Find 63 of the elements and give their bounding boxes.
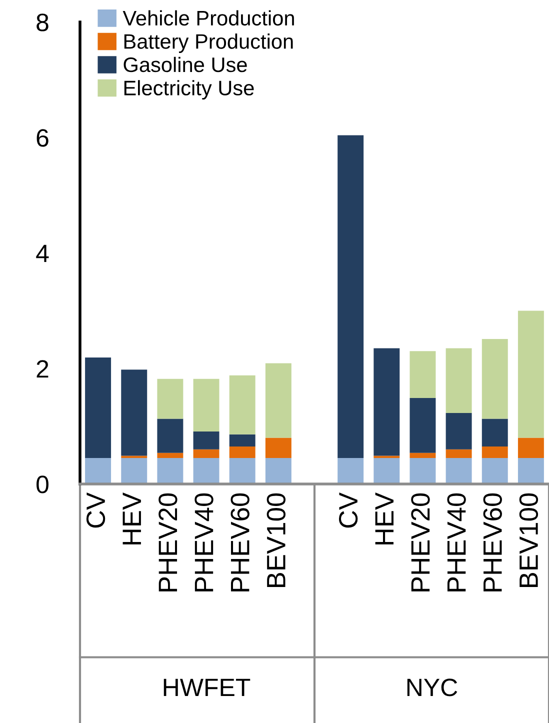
bar (482, 418, 508, 446)
bar (410, 458, 436, 484)
bar (446, 412, 472, 450)
bar (121, 456, 148, 458)
bar (482, 446, 508, 458)
x-tick-label: PHEV40 (194, 493, 214, 592)
bar (482, 458, 508, 484)
x-tick-label: PHEV20 (411, 493, 430, 592)
bar (338, 458, 364, 484)
bar (157, 418, 184, 453)
bar (410, 452, 436, 458)
legend-label: Battery Production (124, 34, 293, 53)
bar (121, 458, 148, 484)
legend-label: Electricity Use (124, 80, 254, 100)
x-tick-label: CV (338, 492, 358, 528)
x-tick-label: PHEV40 (447, 493, 466, 592)
bar (157, 378, 184, 419)
bar (121, 370, 148, 456)
legend-label: Gasoline Use (124, 56, 247, 72)
bar (518, 458, 544, 484)
bar (265, 363, 292, 438)
x-tick-label: PHEV20 (158, 493, 178, 592)
bar (229, 446, 256, 458)
bar (518, 438, 544, 458)
y-tick-label: 4 (36, 244, 49, 262)
legend-label: Vehicle Production (122, 10, 294, 26)
bar (518, 310, 544, 438)
bar (157, 458, 184, 484)
bar (229, 458, 256, 484)
bar (85, 458, 112, 484)
bar (85, 358, 112, 458)
y-tick-label: 2 (36, 360, 48, 378)
y-tick-label: 0 (36, 476, 48, 494)
bar (410, 351, 436, 398)
x-tick-label: HEV (122, 492, 141, 544)
bar (193, 449, 220, 458)
x-tick-label: PHEV60 (483, 493, 502, 592)
x-tick-label: BEV100 (519, 493, 538, 587)
bar (410, 398, 436, 453)
bar (229, 375, 256, 434)
bar (229, 434, 256, 446)
y-tick-label: 6 (36, 129, 48, 147)
bar (157, 452, 184, 458)
bar (193, 431, 220, 450)
bar (265, 458, 292, 484)
x-tick-label: HEV (375, 492, 394, 544)
text: NYC (407, 678, 458, 696)
x-tick-label: CV (86, 492, 106, 528)
bar (374, 456, 400, 458)
bar (265, 438, 292, 458)
bar (338, 135, 364, 458)
x-tick-label: BEV100 (266, 493, 286, 587)
bar (374, 348, 400, 456)
bar (193, 458, 220, 484)
x-tick-label: PHEV60 (230, 493, 250, 592)
text: HWFET (164, 678, 250, 696)
bar (446, 449, 472, 458)
bar (446, 348, 472, 413)
bar (446, 458, 472, 484)
bar (193, 378, 220, 432)
bar (374, 458, 400, 484)
y-tick-label: 8 (36, 14, 48, 32)
bar (482, 339, 508, 419)
